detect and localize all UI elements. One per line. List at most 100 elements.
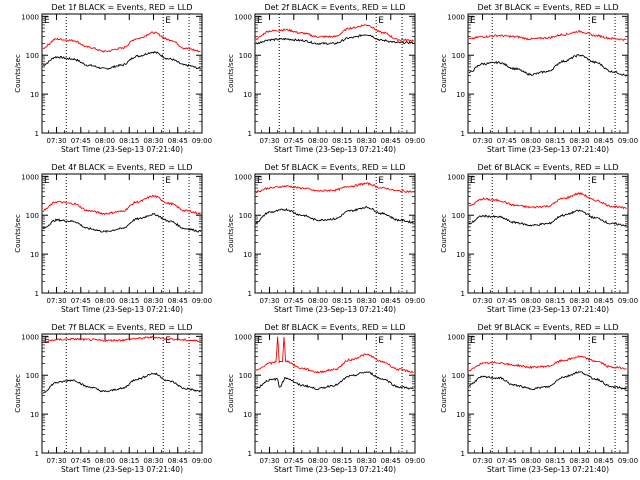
x-tick-label: 08:15 bbox=[545, 457, 565, 465]
plot-frame bbox=[41, 173, 203, 294]
y-tick-label: 10 bbox=[30, 91, 39, 99]
chart-title: Det 4f BLACK = Events, RED = LLD bbox=[51, 163, 192, 172]
x-tick-label: 08:15 bbox=[119, 137, 139, 145]
series-lld-line bbox=[468, 29, 627, 42]
series-lld-line bbox=[255, 182, 414, 194]
x-tick-label: 08:30 bbox=[143, 137, 163, 145]
x-tick-label: 09:00 bbox=[618, 297, 638, 305]
chart-panel-2: Det 2f BLACK = Events, RED = LLD 1 10 100 10… bbox=[227, 3, 425, 154]
y-axis-label: Counts/sec bbox=[227, 54, 235, 93]
y-tick-label: 100 bbox=[26, 52, 39, 60]
x-tick-label: 09:00 bbox=[192, 137, 212, 145]
x-tick-label: 08:45 bbox=[168, 297, 188, 305]
flag-label: E bbox=[378, 176, 384, 186]
series-lld-line bbox=[468, 191, 627, 210]
chart-panel-9: Det 9f BLACK = Events, RED = LLD 1 10 100 10… bbox=[440, 323, 638, 474]
x-axis-label: Start Time (23-Sep-13 07:21:40) bbox=[61, 305, 183, 314]
y-tick-label: 100 bbox=[26, 372, 39, 380]
x-tick-label: 08:45 bbox=[168, 457, 188, 465]
y-axis-label: Counts/sec bbox=[440, 214, 448, 253]
y-tick-label: 1 bbox=[248, 450, 252, 458]
x-tick-label: 07:30 bbox=[472, 137, 492, 145]
y-tick-label: 10 bbox=[456, 411, 465, 419]
chart-title: Det 1f BLACK = Events, RED = LLD bbox=[51, 3, 192, 12]
y-tick-label: 1000 bbox=[21, 333, 39, 341]
x-axis-label: Start Time (23-Sep-13 07:21:40) bbox=[487, 465, 609, 474]
x-tick-label: 09:00 bbox=[618, 457, 638, 465]
x-tick-label: 07:45 bbox=[284, 297, 304, 305]
x-tick-label: 09:00 bbox=[618, 137, 638, 145]
x-tick-label: 08:30 bbox=[356, 137, 376, 145]
flag-label: E bbox=[470, 16, 476, 26]
y-axis-label: Counts/sec bbox=[14, 54, 22, 93]
y-axis-label: Counts/sec bbox=[14, 214, 22, 253]
flag-label: E bbox=[44, 16, 50, 26]
series-events-line bbox=[468, 209, 627, 227]
x-tick-label: 09:00 bbox=[192, 297, 212, 305]
y-tick-label: 1000 bbox=[234, 173, 252, 181]
plot-frame bbox=[467, 13, 629, 134]
y-tick-label: 1000 bbox=[21, 13, 39, 21]
plot-frame bbox=[467, 333, 629, 454]
x-tick-label: 09:00 bbox=[192, 457, 212, 465]
x-tick-label: 08:30 bbox=[569, 457, 589, 465]
x-axis-label: Start Time (23-Sep-13 07:21:40) bbox=[274, 465, 396, 474]
plot-frame bbox=[254, 173, 416, 294]
y-tick-label: 1000 bbox=[447, 173, 465, 181]
x-tick-label: 08:30 bbox=[143, 297, 163, 305]
y-tick-label: 10 bbox=[30, 251, 39, 259]
flag-label: E bbox=[591, 176, 597, 186]
x-tick-label: 09:00 bbox=[405, 137, 425, 145]
x-tick-label: 07:45 bbox=[497, 297, 517, 305]
x-tick-label: 08:45 bbox=[381, 457, 401, 465]
x-tick-label: 07:45 bbox=[284, 137, 304, 145]
plot-frame bbox=[254, 13, 416, 134]
x-tick-label: 08:30 bbox=[356, 457, 376, 465]
chart-panel-1: Det 1f BLACK = Events, RED = LLD 1 10 100 10… bbox=[14, 3, 212, 154]
x-tick-label: 08:45 bbox=[168, 137, 188, 145]
series-events-line bbox=[42, 50, 201, 71]
series-events-line bbox=[42, 212, 201, 233]
y-axis-label: Counts/sec bbox=[440, 374, 448, 413]
x-tick-label: 07:45 bbox=[71, 297, 91, 305]
x-tick-label: 08:15 bbox=[545, 297, 565, 305]
flag-label: E bbox=[257, 16, 263, 26]
x-tick-label: 08:45 bbox=[594, 137, 614, 145]
x-axis-label: Start Time (23-Sep-13 07:21:40) bbox=[487, 305, 609, 314]
x-tick-label: 08:15 bbox=[545, 137, 565, 145]
series-lld-line bbox=[468, 355, 627, 372]
x-tick-label: 08:00 bbox=[308, 137, 328, 145]
y-axis-label: Counts/sec bbox=[227, 214, 235, 253]
series-lld-line bbox=[255, 24, 414, 42]
y-axis-label: Counts/sec bbox=[227, 374, 235, 413]
flag-label: E bbox=[591, 16, 597, 26]
x-tick-label: 08:30 bbox=[569, 297, 589, 305]
chart-title: Det 8f BLACK = Events, RED = LLD bbox=[264, 323, 405, 332]
y-axis-label: Counts/sec bbox=[14, 374, 22, 413]
plot-frame bbox=[41, 13, 203, 134]
x-tick-label: 07:45 bbox=[497, 457, 517, 465]
y-tick-label: 10 bbox=[456, 251, 465, 259]
flag-label: E bbox=[378, 16, 384, 26]
x-tick-label: 08:15 bbox=[332, 137, 352, 145]
chart-title: Det 3f BLACK = Events, RED = LLD bbox=[477, 3, 618, 12]
x-axis-label: Start Time (23-Sep-13 07:21:40) bbox=[274, 145, 396, 154]
y-axis-label: Counts/sec bbox=[440, 54, 448, 93]
x-tick-label: 09:00 bbox=[405, 457, 425, 465]
chart-panel-3: Det 3f BLACK = Events, RED = LLD 1 10 100 10… bbox=[440, 3, 638, 154]
y-tick-label: 10 bbox=[243, 411, 252, 419]
x-tick-label: 08:00 bbox=[521, 297, 541, 305]
y-tick-label: 1 bbox=[461, 450, 465, 458]
x-tick-label: 08:00 bbox=[521, 137, 541, 145]
x-tick-label: 08:45 bbox=[594, 297, 614, 305]
x-tick-label: 07:30 bbox=[259, 297, 279, 305]
flag-label: E bbox=[44, 176, 50, 186]
y-tick-label: 100 bbox=[239, 372, 252, 380]
x-tick-label: 08:30 bbox=[143, 457, 163, 465]
flag-label: E bbox=[378, 336, 384, 346]
x-tick-label: 07:30 bbox=[46, 457, 66, 465]
x-tick-label: 08:00 bbox=[95, 297, 115, 305]
flag-label: E bbox=[165, 336, 171, 346]
y-tick-label: 10 bbox=[243, 251, 252, 259]
